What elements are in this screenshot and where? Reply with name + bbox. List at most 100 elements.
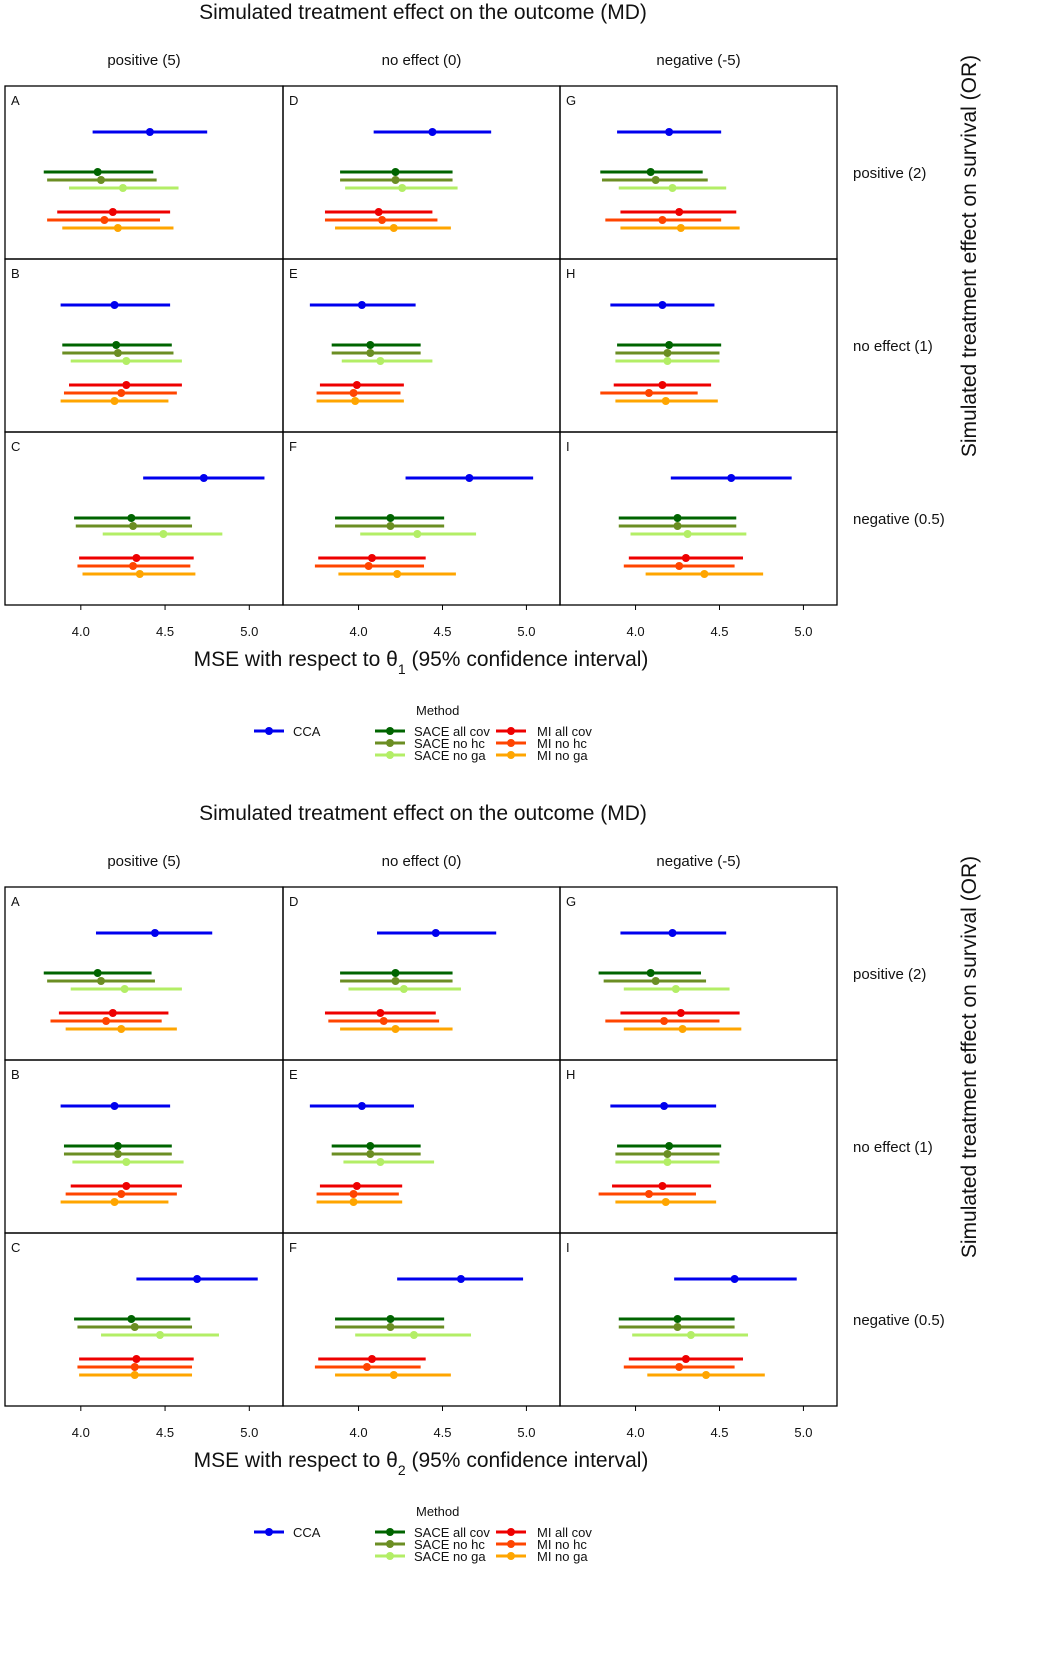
panel-label: F: [289, 439, 297, 454]
point-estimate-mi-no-hc: [102, 1017, 111, 1025]
point-estimate-sace-no-hc: [673, 522, 682, 530]
x-tick-label: 4.5: [433, 624, 451, 639]
x-axis-label-suffix: (95% confidence interval): [406, 1449, 649, 1472]
point-estimate-sace-all-cov: [386, 1315, 395, 1323]
panel-label: B: [11, 266, 20, 281]
x-tick-label: 5.0: [240, 1425, 258, 1440]
panel-H: H: [559, 258, 838, 433]
panel-A: A: [4, 886, 284, 1061]
legend-title: Method: [416, 703, 459, 718]
point-estimate-mi-no-hc: [378, 216, 387, 224]
panel-F: F: [282, 431, 561, 606]
point-estimate-mi-no-ga: [113, 224, 122, 232]
x-tick-label: 4.5: [710, 1425, 728, 1440]
legend-swatch-point-mi-all-cov: [507, 727, 515, 735]
panel-label: B: [11, 1067, 20, 1082]
legend-swatch-point-sace-no-ga: [386, 751, 394, 759]
legend-swatch-point-sace-all-cov: [386, 1528, 394, 1536]
point-estimate-sace-all-cov: [665, 341, 674, 349]
point-estimate-mi-all-cov: [658, 381, 667, 389]
point-estimate-sace-no-hc: [651, 977, 660, 985]
row-label: negative (0.5): [853, 1312, 945, 1329]
point-estimate-mi-no-ga: [678, 1025, 687, 1033]
x-axis-label: MSE with respect to θ2 (95% confidence i…: [194, 1449, 649, 1478]
point-estimate-mi-no-hc: [117, 1190, 126, 1198]
row-label: negative (0.5): [853, 511, 945, 528]
panel-frame: [559, 431, 838, 606]
legend-label-mi-all-cov: MI all cov: [537, 724, 592, 739]
column-header: positive (5): [107, 52, 180, 69]
point-estimate-mi-all-cov: [376, 1009, 385, 1017]
point-estimate-mi-no-ga: [661, 1198, 670, 1206]
x-axis-label-subscript: 1: [398, 661, 406, 677]
point-estimate-mi-all-cov: [374, 208, 383, 216]
x-tick-label: 4.5: [156, 624, 174, 639]
legend-swatch-point-sace-no-ga: [386, 1552, 394, 1560]
point-estimate-sace-all-cov: [673, 514, 682, 522]
point-estimate-mi-no-ga: [389, 1371, 398, 1379]
point-estimate-sace-no-ga: [671, 985, 680, 993]
x-tick-label: 5.0: [794, 624, 812, 639]
x-tick-label: 4.0: [350, 1425, 368, 1440]
panel-label: A: [11, 894, 20, 909]
point-estimate-sace-no-hc: [386, 522, 395, 530]
point-estimate-mi-no-ga: [676, 224, 685, 232]
panel-label: E: [289, 266, 298, 281]
point-estimate-sace-no-ga: [156, 1331, 165, 1339]
legend-label-mi-all-cov: MI all cov: [537, 1525, 592, 1540]
panel-E: E: [282, 1059, 561, 1234]
point-estimate-sace-all-cov: [127, 1315, 136, 1323]
panel-frame: [559, 1232, 838, 1407]
panel-D: D: [282, 886, 561, 1061]
point-estimate-sace-no-hc: [663, 349, 672, 357]
point-estimate-mi-no-hc: [675, 1363, 684, 1371]
chart-title: Simulated treatment effect on the outcom…: [199, 802, 647, 825]
point-estimate-mi-no-hc: [130, 1363, 139, 1371]
point-estimate-sace-no-hc: [129, 522, 138, 530]
legend-label-sace-no-hc: SACE no hc: [414, 736, 485, 751]
figure-block-theta1: Simulated treatment effect on the outcom…: [4, 1, 981, 763]
panel-G: G: [559, 85, 838, 260]
legend-swatch-point-sace-no-hc: [386, 1540, 394, 1548]
row-label: no effect (1): [853, 1139, 933, 1156]
point-estimate-mi-all-cov: [681, 1355, 690, 1363]
point-estimate-mi-no-ga: [349, 1198, 358, 1206]
panel-label: D: [289, 894, 298, 909]
point-estimate-mi-no-ga: [110, 1198, 119, 1206]
panel-B: B: [4, 1059, 284, 1234]
figure-block-theta2: Simulated treatment effect on the outcom…: [4, 802, 981, 1564]
point-estimate-cca: [456, 1275, 465, 1283]
legend-title: Method: [416, 1504, 459, 1519]
point-estimate-mi-no-ga: [391, 1025, 400, 1033]
point-estimate-sace-all-cov: [93, 168, 102, 176]
point-estimate-mi-all-cov: [658, 1182, 667, 1190]
legend-swatch-point-cca: [265, 1528, 273, 1536]
point-estimate-sace-no-ga: [376, 357, 385, 365]
point-estimate-sace-no-ga: [683, 530, 692, 538]
point-estimate-sace-no-hc: [130, 1323, 139, 1331]
panel-label: C: [11, 439, 20, 454]
point-estimate-sace-no-ga: [120, 985, 129, 993]
point-estimate-sace-no-hc: [366, 349, 375, 357]
x-tick-label: 5.0: [517, 1425, 535, 1440]
row-label: positive (2): [853, 165, 926, 182]
x-axis-label: MSE with respect to θ1 (95% confidence i…: [194, 648, 649, 677]
x-tick-label: 4.5: [433, 1425, 451, 1440]
legend-label-cca: CCA: [293, 1525, 321, 1540]
panel-label: D: [289, 93, 298, 108]
point-estimate-mi-all-cov: [367, 554, 376, 562]
point-estimate-mi-no-hc: [658, 216, 667, 224]
panel-C: C: [4, 431, 284, 606]
point-estimate-sace-no-ga: [122, 1158, 131, 1166]
point-estimate-sace-all-cov: [93, 969, 102, 977]
panel-E: E: [282, 258, 561, 433]
legend-swatch-point-cca: [265, 727, 273, 735]
point-estimate-sace-no-ga: [376, 1158, 385, 1166]
point-estimate-mi-all-cov: [122, 381, 131, 389]
point-estimate-sace-no-ga: [398, 184, 407, 192]
point-estimate-sace-no-ga: [122, 357, 131, 365]
point-estimate-sace-all-cov: [665, 1142, 674, 1150]
point-estimate-mi-no-hc: [644, 389, 653, 397]
panel-label: G: [566, 894, 576, 909]
